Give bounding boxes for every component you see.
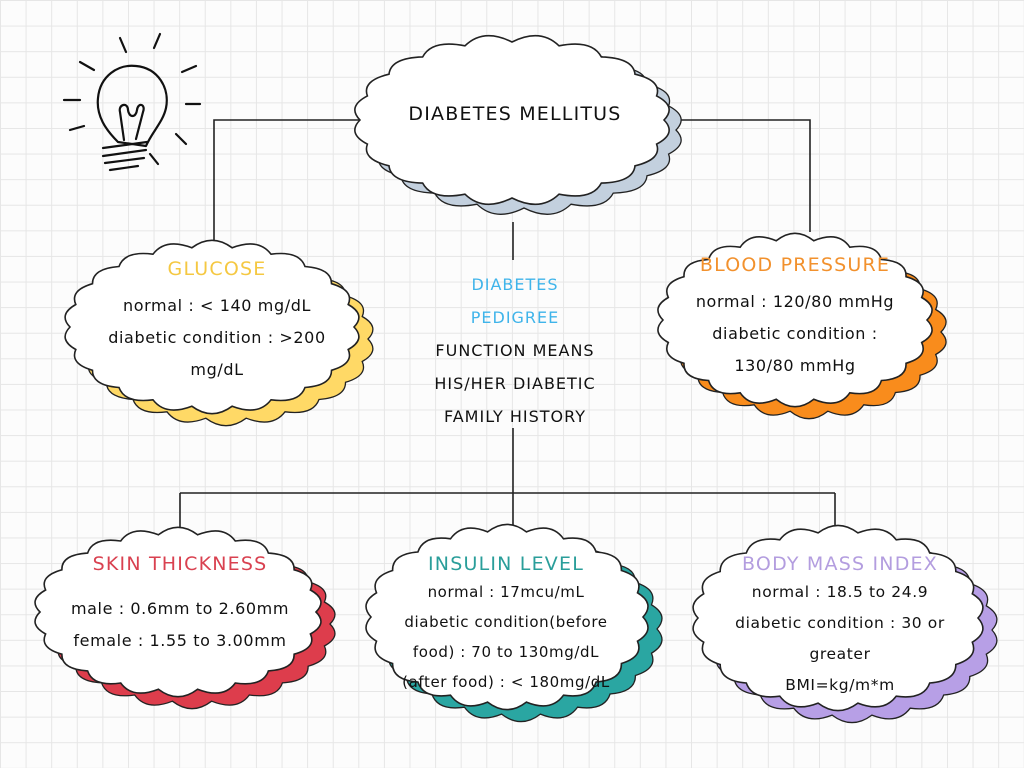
insulin-diabetic-before: diabetic condition(before — [404, 613, 608, 631]
bmi-normal: normal : 18.5 to 24.9 — [751, 583, 929, 601]
bmi-diabetic-cont: greater — [809, 645, 871, 663]
cloud-bmi-body — [692, 524, 984, 712]
skin-thickness-female: female : 1.55 to 3.00mm — [73, 631, 287, 650]
glucose-normal: normal : < 140 mg/dL — [123, 296, 311, 315]
skin-thickness-male: male : 0.6mm to 2.60mm — [70, 599, 290, 618]
pedigree-title-line-1: DIABETES — [471, 275, 559, 294]
blood-pressure-diabetic-value: 130/80 mmHg — [734, 356, 856, 375]
bmi-formula: BMI=kg/m*m — [785, 676, 895, 694]
cloud-main-body — [354, 35, 670, 205]
cloud-skin-thickness-body — [34, 526, 322, 698]
cloud-main — [354, 35, 682, 215]
cloud-insulin-body — [365, 523, 649, 711]
pedigree-line-3: FAMILY HISTORY — [444, 407, 586, 426]
glucose-node: GLUCOSE normal : < 140 mg/dL diabetic co… — [72, 258, 362, 386]
cloud-glucose — [64, 239, 374, 427]
bmi-title: BODY MASS INDEX — [742, 553, 938, 575]
cloud-blood-pressure-body — [657, 232, 933, 408]
blood-pressure-node: BLOOD PRESSURE normal : 120/80 mmHg diab… — [660, 254, 930, 382]
glucose-title: GLUCOSE — [167, 258, 267, 280]
lightbulb-icon — [62, 32, 202, 172]
pedigree-line-2: HIS/HER DIABETIC — [434, 374, 596, 393]
cloud-bmi — [692, 524, 998, 724]
insulin-diabetic-after: (after food) : < 180mg/dL — [402, 673, 610, 691]
blood-pressure-normal: normal : 120/80 mmHg — [695, 292, 895, 311]
pedigree-line-1: FUNCTION MEANS — [435, 341, 595, 360]
blood-pressure-diabetic: diabetic condition : — [712, 324, 878, 343]
bmi-diabetic: diabetic condition : 30 or — [735, 614, 945, 632]
connector-lines — [179, 119, 836, 530]
cloud-insulin — [365, 523, 663, 723]
insulin-normal: normal : 17mcu/mL — [427, 583, 585, 601]
main-node-title: DIABETES MELLITUS — [408, 103, 622, 125]
insulin-diabetic-before-value: food) : 70 to 130mg/dL — [412, 643, 600, 661]
glucose-diabetic-unit: mg/dL — [190, 360, 244, 379]
insulin-title: INSULIN LEVEL — [427, 553, 584, 575]
blood-pressure-title: BLOOD PRESSURE — [699, 254, 891, 276]
skin-thickness-title: SKIN THICKNESS — [92, 553, 268, 575]
skin-thickness-node: SKIN THICKNESS male : 0.6mm to 2.60mm fe… — [35, 553, 325, 657]
connector-main-to-glucose — [213, 119, 360, 240]
cloud-blood-pressure — [657, 232, 947, 420]
connector-main-to-blood-pressure — [680, 119, 811, 232]
cloud-skin-thickness — [34, 526, 336, 710]
bmi-node: BODY MASS INDEX normal : 18.5 to 24.9 di… — [690, 553, 990, 701]
pedigree-title-line-2: PEDIGREE — [470, 308, 560, 327]
insulin-node: INSULIN LEVEL normal : 17mcu/mL diabetic… — [365, 553, 647, 697]
glucose-diabetic: diabetic condition : >200 — [108, 328, 326, 347]
pedigree-node: DIABETES PEDIGREE FUNCTION MEANS HIS/HER… — [410, 268, 620, 433]
cloud-glucose-body — [64, 239, 360, 415]
